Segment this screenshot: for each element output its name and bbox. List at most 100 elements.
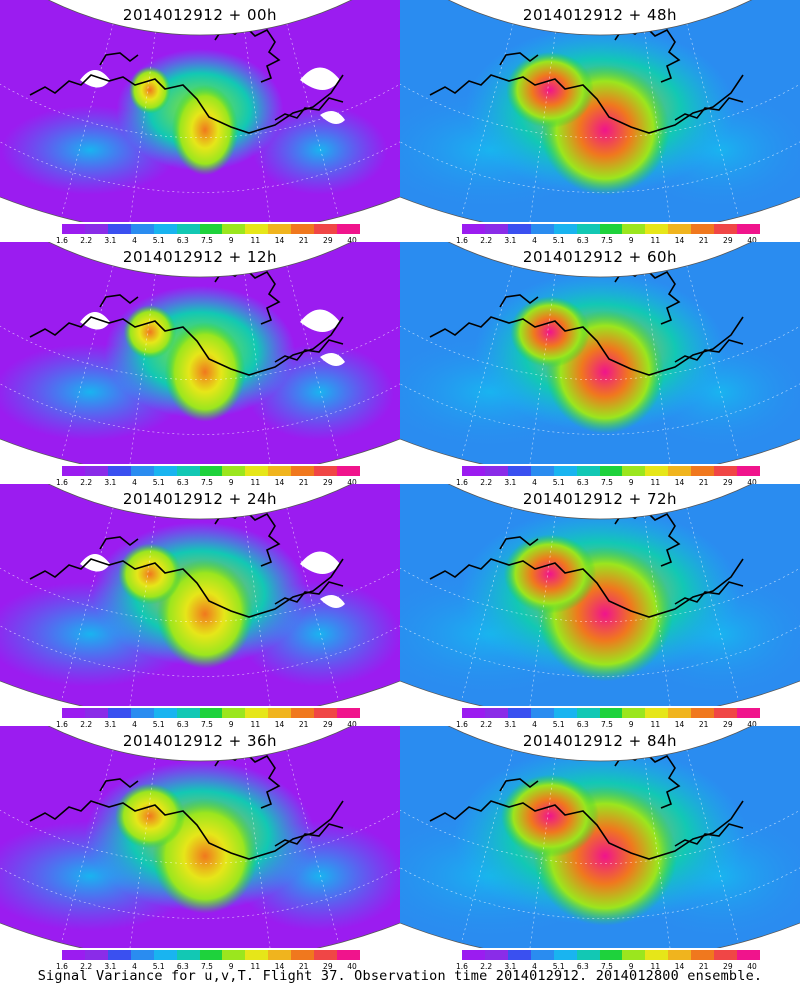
colorbar-swatch (622, 466, 646, 476)
colorbar-swatch (84, 708, 108, 718)
colorbar-ticks: 1.6 2.2 3.1 4 5.1 6.3 7.5 9 11 14 21 29 40 (50, 962, 372, 972)
variance-map (400, 242, 800, 464)
colorbar-tick-label: 14 (674, 236, 685, 245)
colorbar-swatch (314, 708, 338, 718)
colorbar-swatch (199, 224, 223, 234)
colorbar-swatch (714, 708, 738, 718)
colorbar-tick-label: 4 (532, 720, 537, 729)
colorbar-tick-label: 9 (628, 236, 634, 245)
colorbar-tick-label: 11 (650, 236, 661, 245)
colorbar-swatch (245, 466, 269, 476)
colorbar-tick-label: 29 (723, 720, 733, 729)
colorbar-swatch (153, 224, 177, 234)
colorbar-swatch (622, 950, 646, 960)
colorbar-tick-label: 1.6 (456, 478, 468, 487)
colorbar-tick-label: 1.6 (456, 236, 468, 245)
colorbar-tick-label: 29 (323, 720, 333, 729)
colorbar-tick-label: 7.5 (601, 962, 613, 971)
colorbar-tick-label: 4 (532, 478, 537, 487)
colorbar-tick-label: 5.1 (152, 720, 165, 729)
colorbar-swatch (553, 466, 577, 476)
colorbar-swatch (130, 466, 154, 476)
colorbar-tick-label: 6.3 (576, 962, 589, 971)
colorbar-swatch (62, 224, 85, 234)
colorbar-tick-label: 6.3 (176, 478, 189, 487)
variance-map (0, 484, 400, 706)
colorbar-tick-label: 29 (323, 236, 333, 245)
variance-map (400, 0, 800, 222)
colorbar-swatch (268, 466, 292, 476)
colorbar-swatch (691, 224, 715, 234)
colorbar-tick-label: 11 (650, 720, 661, 729)
colorbar-tick-label: 14 (274, 478, 285, 487)
colorbar-tick-label: 40 (347, 962, 357, 971)
colorbar-tick-label: 21 (298, 962, 309, 971)
colorbar-tick-label: 3.1 (104, 962, 117, 971)
colorbar-swatch (530, 466, 554, 476)
colorbar-tick-label: 21 (698, 720, 709, 729)
colorbar (462, 224, 760, 234)
colorbar-swatch (737, 224, 760, 234)
panel-title: 2014012912 + 72h (522, 490, 678, 508)
colorbar-swatch (107, 224, 131, 234)
colorbar-swatch (245, 708, 269, 718)
colorbar-swatch (484, 708, 508, 718)
colorbar-tick-label: 2.2 (480, 720, 493, 729)
colorbar-tick-label: 40 (747, 478, 757, 487)
colorbar-swatch (530, 224, 554, 234)
colorbar-swatch (530, 708, 554, 718)
colorbar-swatch (599, 708, 623, 718)
panel-title: 2014012912 + 60h (522, 248, 678, 266)
colorbar-ticks: 1.6 2.2 3.1 4 5.1 6.3 7.5 9 11 14 21 29 40 (450, 236, 772, 246)
panel-title: 2014012912 + 36h (122, 732, 278, 750)
colorbar-tick-label: 29 (723, 236, 733, 245)
colorbar (62, 466, 360, 476)
colorbar-tick-label: 7.5 (601, 478, 613, 487)
colorbar-tick-label: 7.5 (201, 236, 213, 245)
colorbar-swatch (507, 224, 531, 234)
colorbar-ticks: 1.6 2.2 3.1 4 5.1 6.3 7.5 9 11 14 21 29 40 (50, 236, 372, 246)
forecast-panel-84h: 2014012912 + 84h (400, 726, 800, 971)
colorbar-swatch (107, 950, 131, 960)
colorbar-swatch (222, 950, 246, 960)
colorbar-tick-label: 14 (674, 962, 685, 971)
colorbar-swatch (337, 950, 360, 960)
colorbar-tick-label: 40 (747, 236, 757, 245)
colorbar-swatch (314, 224, 338, 234)
panel-title: 2014012912 + 24h (122, 490, 278, 508)
colorbar-tick-label: 4 (132, 478, 137, 487)
forecast-panel-72h: 2014012912 + 72h (400, 484, 800, 729)
colorbar-swatch (462, 466, 485, 476)
colorbar-swatch (107, 708, 131, 718)
colorbar-tick-label: 6.3 (176, 236, 189, 245)
colorbar-swatch (62, 950, 85, 960)
colorbar-swatch (176, 950, 200, 960)
colorbar-tick-label: 5.1 (552, 720, 565, 729)
colorbar-swatch (645, 950, 669, 960)
colorbar-tick-label: 5.1 (552, 478, 565, 487)
colorbar-swatch (553, 950, 577, 960)
colorbar-swatch (291, 466, 315, 476)
forecast-panel-36h: 2014012912 + 36h (0, 726, 400, 971)
colorbar-tick-label: 2.2 (80, 236, 93, 245)
colorbar-swatch (530, 950, 554, 960)
colorbar-tick-label: 6.3 (176, 962, 189, 971)
colorbar-swatch (714, 950, 738, 960)
colorbar-swatch (107, 466, 131, 476)
colorbar-tick-label: 3.1 (104, 478, 117, 487)
forecast-panel-60h: 2014012912 + 60h (400, 242, 800, 487)
colorbar-tick-label: 5.1 (152, 236, 165, 245)
colorbar-swatch (222, 224, 246, 234)
colorbar-swatch (576, 224, 600, 234)
colorbar-swatch (484, 466, 508, 476)
colorbar-tick-label: 11 (250, 478, 261, 487)
colorbar-tick-label: 7.5 (201, 478, 213, 487)
colorbar-swatch (291, 708, 315, 718)
forecast-panel-48h: 2014012912 + 48h (400, 0, 800, 245)
colorbar-swatch (268, 708, 292, 718)
colorbar-swatch (314, 950, 338, 960)
colorbar-tick-label: 9 (228, 962, 234, 971)
forecast-panel-24h: 2014012912 + 24h (0, 484, 400, 729)
colorbar-tick-label: 2.2 (480, 236, 493, 245)
colorbar-ticks: 1.6 2.2 3.1 4 5.1 6.3 7.5 9 11 14 21 29 40 (450, 478, 772, 488)
